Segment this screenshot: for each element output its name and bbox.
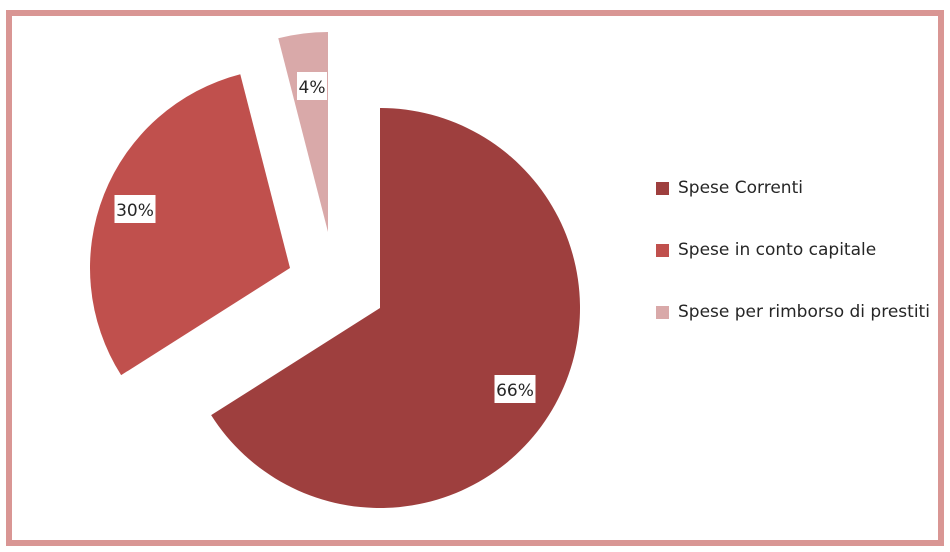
legend-item-spese-correnti: Spese Correnti bbox=[656, 176, 936, 200]
pie-slice-3 bbox=[278, 32, 328, 232]
legend-swatch bbox=[656, 306, 669, 319]
pie-slice-1 bbox=[211, 108, 581, 509]
legend-swatch bbox=[656, 244, 669, 257]
pie-slice-2 bbox=[89, 74, 290, 376]
data-label-text: 4% bbox=[299, 78, 326, 98]
data-label-1: 66% bbox=[494, 375, 536, 403]
legend-label: Spese per rimborso di prestiti bbox=[678, 302, 930, 322]
chart-legend: Spese Correnti Spese in conto capitale S… bbox=[656, 176, 936, 362]
legend-label: Spese in conto capitale bbox=[678, 240, 877, 260]
legend-swatch bbox=[656, 182, 669, 195]
legend-item-spese-rimborso-prestiti: Spese per rimborso di prestiti bbox=[656, 300, 936, 324]
data-label-2: 30% bbox=[114, 195, 156, 223]
legend-item-spese-conto-capitale: Spese in conto capitale bbox=[656, 238, 936, 262]
data-label-text: 30% bbox=[116, 201, 154, 221]
legend-label: Spese Correnti bbox=[678, 178, 803, 198]
data-label-3: 4% bbox=[297, 72, 327, 100]
data-label-text: 66% bbox=[496, 381, 534, 401]
